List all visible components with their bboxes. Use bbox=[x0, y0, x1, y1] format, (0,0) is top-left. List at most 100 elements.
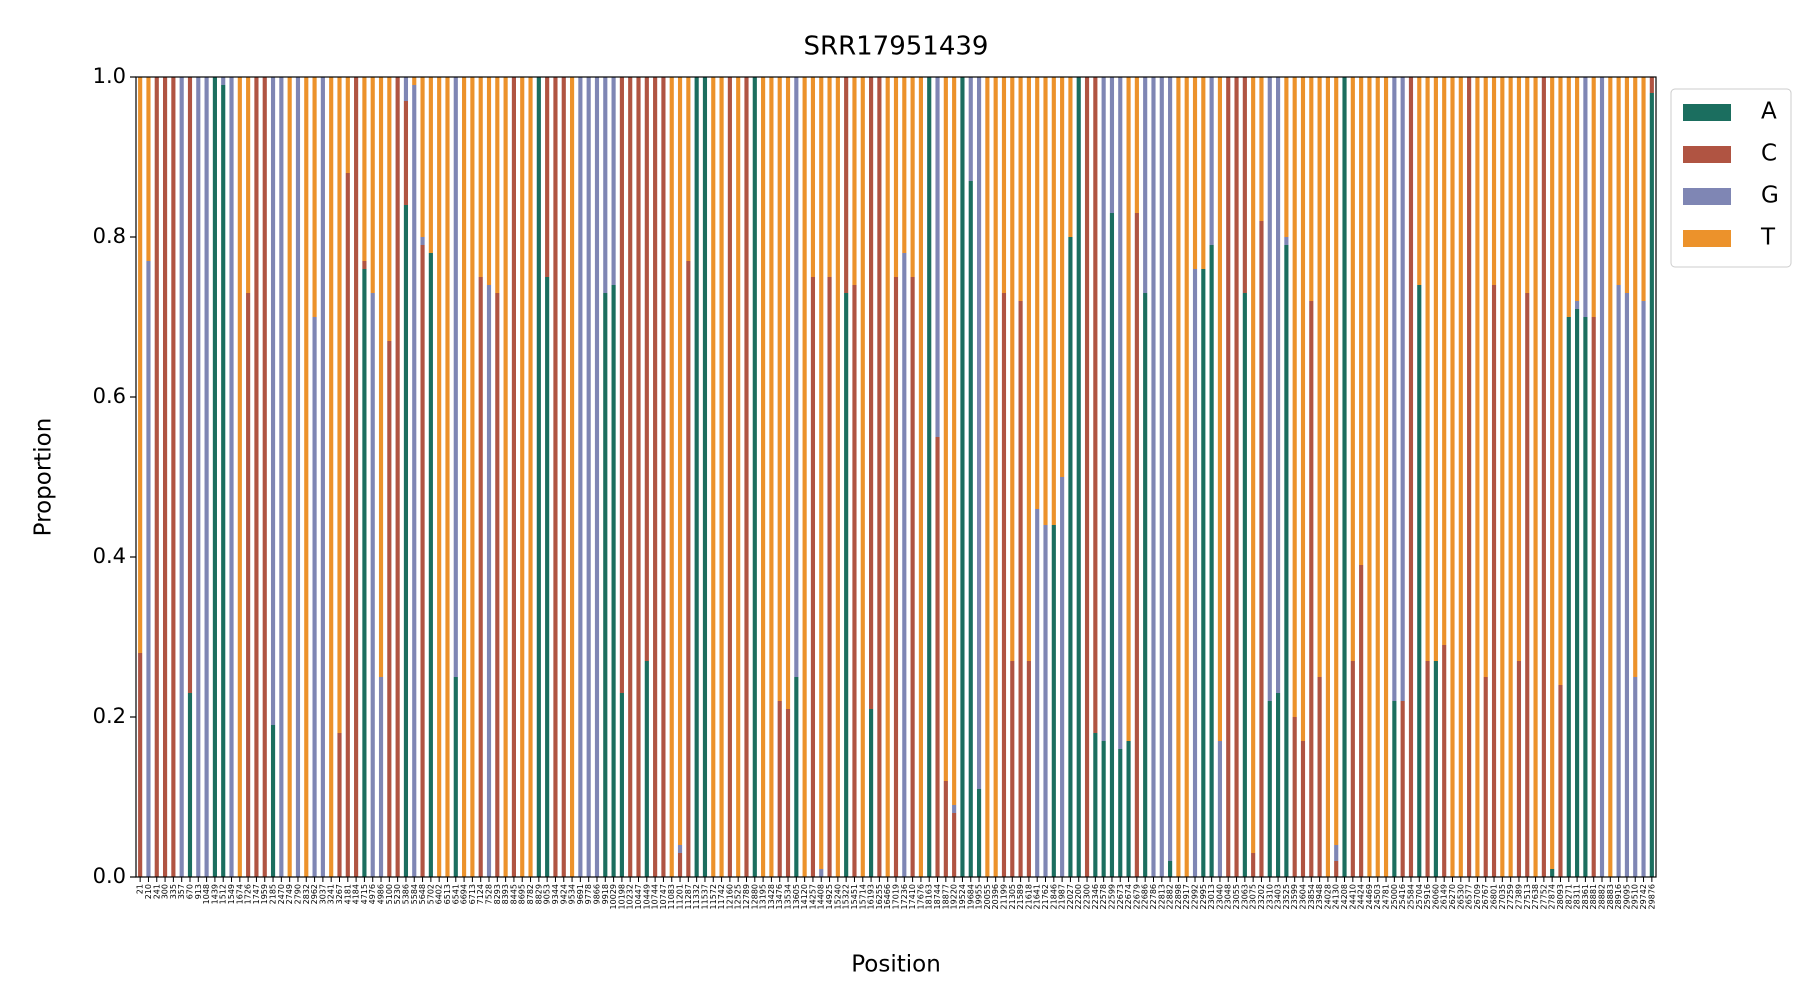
bar-segment bbox=[1217, 77, 1223, 741]
bar-segment bbox=[1051, 77, 1056, 525]
x-tick-label: 4986 bbox=[377, 884, 386, 904]
x-tick-label: 22813 bbox=[1157, 884, 1166, 909]
bar-segment bbox=[1649, 93, 1654, 877]
x-tick-label: 9053 bbox=[543, 884, 552, 904]
bar-segment bbox=[470, 77, 475, 877]
x-tick-label: 5702 bbox=[426, 884, 435, 904]
y-tick-label: 0.0 bbox=[93, 864, 126, 888]
x-tick-label: 27638 bbox=[1531, 884, 1540, 909]
bar-segment bbox=[736, 77, 741, 877]
bar-segment bbox=[312, 317, 317, 877]
bar-segment bbox=[976, 77, 982, 789]
x-tick-label: 17236 bbox=[900, 884, 909, 909]
bar-segment bbox=[1616, 285, 1621, 877]
x-tick-label: 1747 bbox=[252, 884, 261, 904]
bar-segment bbox=[320, 77, 325, 877]
bar-segment bbox=[246, 77, 251, 293]
bar-segment bbox=[387, 341, 392, 877]
bar-segment bbox=[138, 653, 143, 877]
legend-box bbox=[1670, 88, 1792, 268]
bar-segment bbox=[528, 77, 533, 877]
x-tick-label: 10744 bbox=[651, 884, 660, 909]
x-tick-label: 7528 bbox=[485, 884, 494, 904]
x-tick-label: 241 bbox=[152, 884, 161, 899]
bar-segment bbox=[661, 77, 666, 877]
bar-segment bbox=[1035, 509, 1040, 877]
bar-segment bbox=[827, 277, 832, 877]
bar-segment bbox=[1292, 717, 1297, 877]
bar-segment bbox=[287, 77, 292, 877]
bar-segment bbox=[1209, 245, 1214, 877]
bar-segment bbox=[1533, 77, 1538, 877]
x-tick-label: 22599 bbox=[1107, 884, 1116, 909]
bar-segment bbox=[1134, 213, 1139, 877]
bar-segment bbox=[1359, 565, 1364, 877]
x-tick-label: 8695 bbox=[518, 884, 527, 904]
x-tick-label: 4184 bbox=[352, 884, 361, 904]
bar-segment bbox=[852, 77, 857, 285]
x-tick-label: 14408 bbox=[817, 884, 826, 909]
bar-segment bbox=[1300, 741, 1306, 877]
bar-segment bbox=[594, 77, 600, 877]
bar-segment bbox=[1276, 693, 1281, 877]
bar-segment bbox=[1450, 77, 1455, 877]
bar-segment bbox=[1176, 77, 1181, 877]
bar-segment bbox=[910, 77, 915, 277]
x-tick-label: 8782 bbox=[526, 884, 535, 904]
x-tick-label: 25000 bbox=[1390, 884, 1399, 909]
x-tick-label: 23948 bbox=[1315, 884, 1324, 909]
bar-segment bbox=[428, 77, 433, 253]
bar-segment bbox=[520, 77, 525, 877]
x-tick-label: 15714 bbox=[858, 884, 867, 909]
x-tick-label: 25916 bbox=[1423, 884, 1432, 909]
bar-segment bbox=[1284, 77, 1289, 237]
x-tick-label: 14120 bbox=[800, 884, 809, 909]
bar-segment bbox=[1317, 77, 1322, 677]
bar-segment bbox=[1491, 285, 1497, 877]
bar-segment bbox=[1359, 77, 1364, 565]
x-tick-label: 9778 bbox=[584, 884, 593, 904]
bar-segment bbox=[1184, 77, 1189, 877]
bar-segment bbox=[1325, 77, 1330, 877]
bar-segment bbox=[196, 77, 201, 877]
bar-segment bbox=[1209, 77, 1214, 245]
x-tick-label: 12880 bbox=[750, 884, 759, 909]
bar-segment bbox=[337, 77, 342, 733]
bar-segment bbox=[785, 77, 791, 709]
bar-segment bbox=[179, 77, 184, 877]
x-tick-label: 25416 bbox=[1398, 884, 1407, 909]
x-tick-label: 23599 bbox=[1290, 884, 1299, 909]
bar-segment bbox=[677, 845, 683, 853]
bar-segment bbox=[237, 77, 242, 877]
bar-segment bbox=[1575, 77, 1580, 301]
bar-segment bbox=[545, 277, 550, 877]
bar-segment bbox=[229, 77, 234, 877]
bar-segment bbox=[1575, 309, 1580, 877]
x-tick-label: 28916 bbox=[1614, 884, 1623, 909]
bar-segment bbox=[943, 77, 948, 781]
bar-segment bbox=[1516, 661, 1522, 877]
x-tick-label: 23310 bbox=[1265, 884, 1274, 909]
x-tick-label: 28882 bbox=[1598, 884, 1607, 909]
x-tick-label: 20396 bbox=[991, 884, 1000, 909]
bar-segment bbox=[1126, 741, 1131, 877]
bar-segment bbox=[611, 285, 616, 877]
bar-segment bbox=[1599, 77, 1605, 877]
bar-segment bbox=[403, 77, 409, 101]
bar-segment bbox=[644, 661, 649, 877]
bar-segment bbox=[445, 77, 450, 877]
x-tick-label: 24028 bbox=[1323, 884, 1332, 909]
x-tick-label: 26801 bbox=[1490, 884, 1499, 909]
x-tick-label: 22674 bbox=[1124, 884, 1133, 909]
x-tick-label: 26149 bbox=[1440, 884, 1449, 909]
bar-segment bbox=[1558, 685, 1563, 877]
bar-segment bbox=[171, 77, 176, 877]
bar-segment bbox=[586, 77, 591, 877]
bar-segment bbox=[1550, 869, 1555, 877]
bar-segment bbox=[1309, 77, 1314, 301]
x-tick-label: 5584 bbox=[410, 884, 419, 904]
bar-segment bbox=[785, 709, 791, 877]
x-tick-label: 21199 bbox=[999, 884, 1008, 909]
